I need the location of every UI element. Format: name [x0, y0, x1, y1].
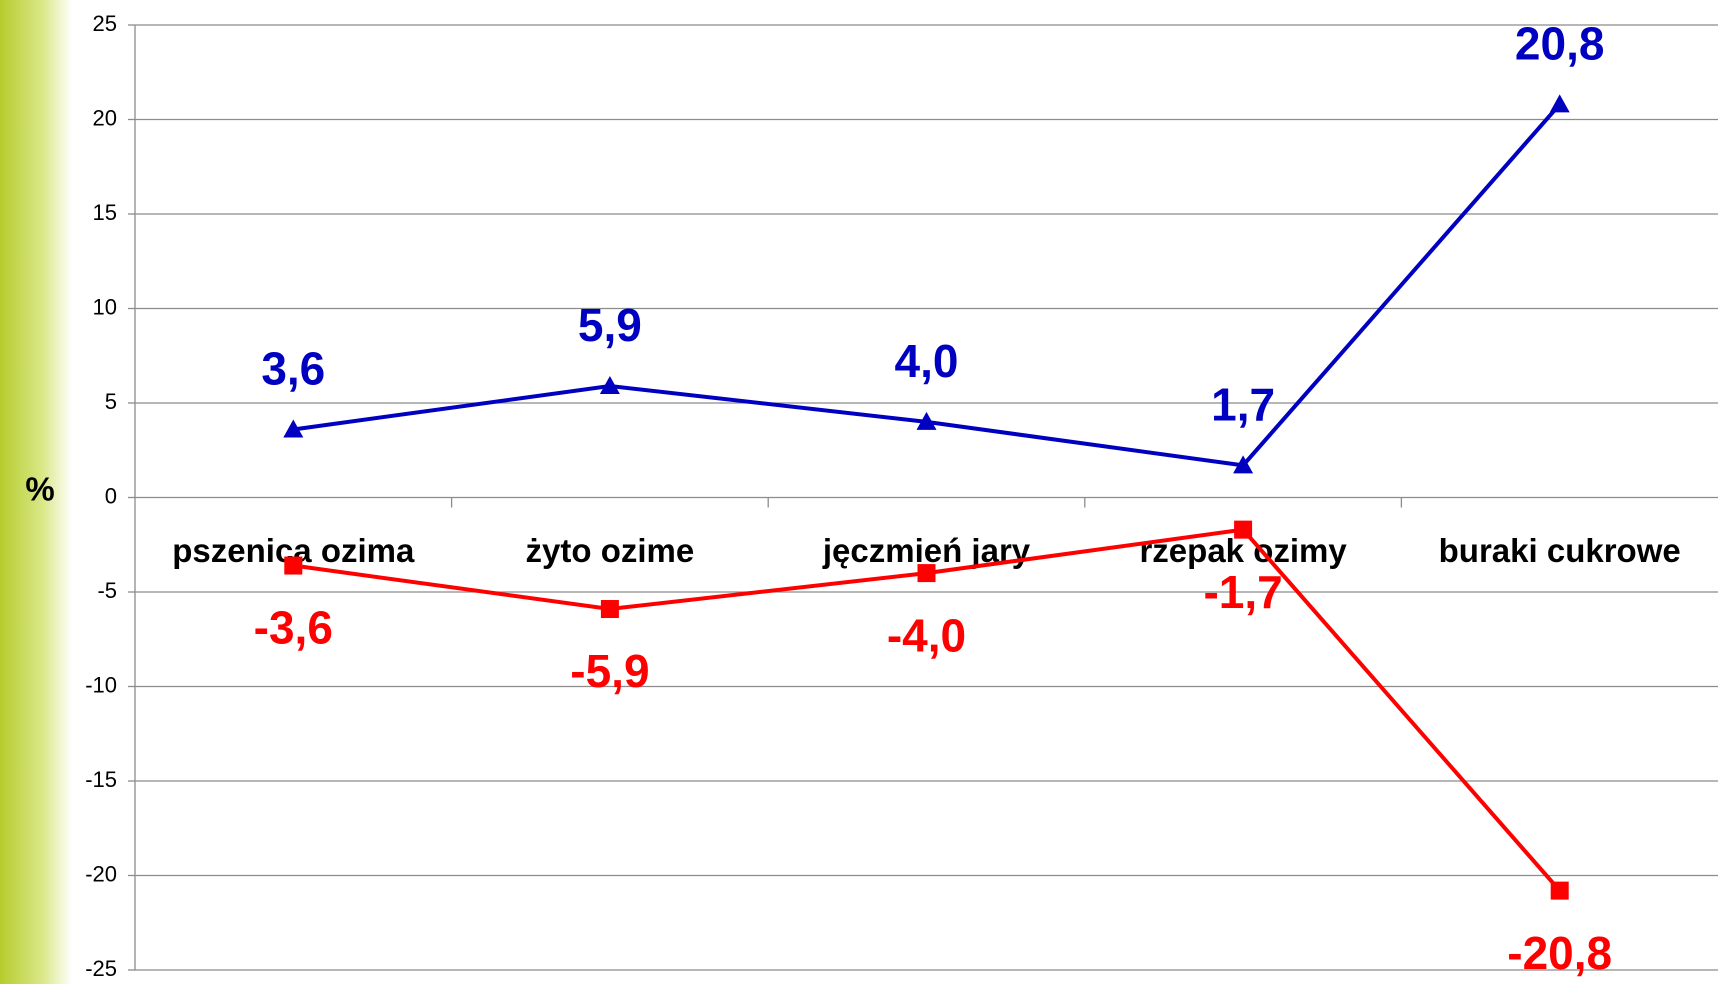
y-tick-label: 20	[93, 105, 117, 130]
marker	[600, 600, 619, 619]
y-tick-label: 25	[93, 11, 117, 36]
marker	[599, 375, 620, 394]
y-tick-label: -15	[85, 767, 117, 792]
series-line	[293, 103, 1562, 468]
side-strip	[0, 0, 72, 984]
data-label: -5,9	[570, 645, 649, 697]
marker	[1549, 94, 1570, 113]
marker	[1233, 455, 1254, 474]
series-line	[293, 527, 1562, 892]
marker	[283, 419, 304, 438]
y-tick-label: 15	[93, 200, 117, 225]
y-axis-label: %	[25, 471, 54, 508]
data-label: -20,8	[1507, 927, 1612, 979]
y-tick-label: 0	[105, 483, 117, 508]
marker	[284, 556, 303, 575]
y-tick-label: -25	[85, 956, 117, 981]
y-tick-label: 5	[105, 389, 117, 414]
data-label: 4,0	[895, 335, 959, 387]
marker	[1550, 881, 1569, 900]
data-label: 20,8	[1515, 18, 1605, 70]
data-label: -3,6	[254, 602, 333, 654]
data-label: -1,7	[1203, 566, 1282, 618]
x-tick-label: żyto ozime	[526, 532, 695, 569]
y-tick-label: -20	[85, 861, 117, 886]
data-label: 3,6	[261, 343, 325, 395]
data-label: 1,7	[1211, 379, 1275, 431]
data-label: -4,0	[887, 609, 966, 661]
data-label: 5,9	[578, 299, 642, 351]
y-tick-label: -5	[97, 578, 117, 603]
marker	[1234, 520, 1253, 539]
y-tick-label: 10	[93, 294, 117, 319]
marker	[916, 411, 937, 430]
marker	[917, 564, 936, 583]
y-tick-label: -10	[85, 672, 117, 697]
x-tick-label: buraki cukrowe	[1439, 532, 1681, 569]
